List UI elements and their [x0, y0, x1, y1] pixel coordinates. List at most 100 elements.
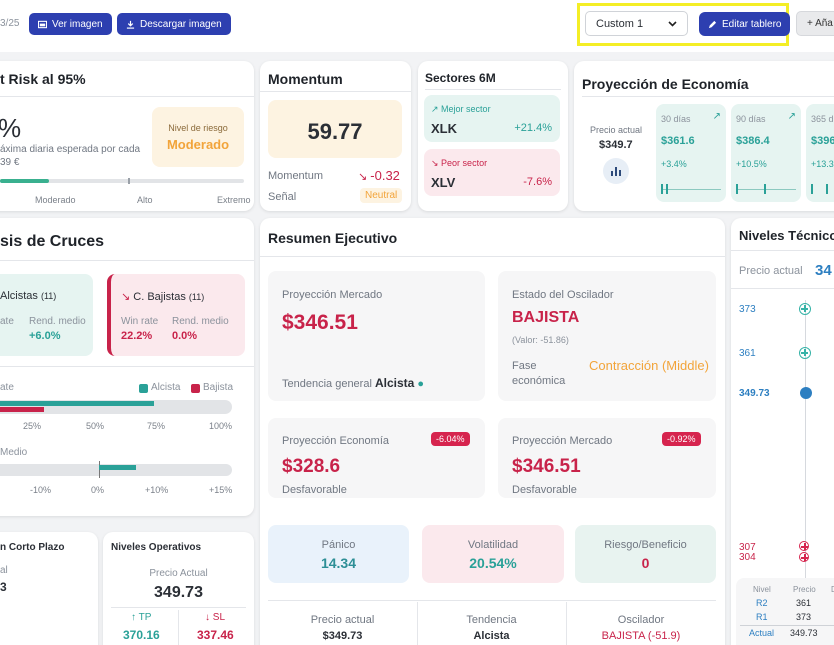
volatility-label: Volatilidad [467, 539, 519, 551]
operative-vdivider [178, 610, 179, 645]
return-tick-0: 0% [91, 485, 105, 495]
risk-scale-fill [0, 179, 49, 183]
bull-winrate-bar [0, 401, 154, 406]
operative-title: Niveles Operativos [111, 542, 202, 553]
short-term-label: al [0, 565, 8, 576]
scale-moderado: Moderado [35, 195, 76, 205]
winrate-tick-75: 75% [147, 421, 166, 431]
horizon-30: 30 días ↗ $361.6 +3.4% [656, 104, 726, 202]
risk-scale-track [0, 178, 244, 184]
footer-vdivider-1 [417, 602, 418, 645]
chart-icon[interactable] [603, 158, 629, 184]
bull-cross-title-text: Alcistas [0, 290, 38, 302]
table-divider [740, 625, 834, 626]
technical-title: Niveles Técnico [739, 228, 834, 243]
worst-sector-change: -7.6% [523, 176, 552, 188]
trend-down-icon: ↘ [358, 171, 371, 183]
volatility-box: Volatilidad 20.54% [422, 525, 564, 583]
horizon-90-range [736, 189, 796, 190]
signal-badge: Neutral [360, 188, 403, 203]
table-row-price: 361 [796, 598, 812, 608]
momentum-value-box: 59.77 [268, 100, 402, 158]
panic-value: 14.34 [320, 555, 357, 571]
add-widget-button[interactable]: + Aña [796, 11, 834, 36]
trend-down-icon: ↘ [121, 291, 134, 303]
market-projection-label-2: Proyección Mercado [512, 435, 613, 447]
momentum-value: 59.77 [307, 119, 363, 144]
market-projection-value-2: $346.51 [512, 456, 581, 477]
bull-cross-count: (11) [40, 291, 57, 301]
view-image-button[interactable]: Ver imagen [29, 13, 112, 35]
remove-circle-icon[interactable] [799, 541, 809, 551]
technical-price-label: Precio actual [739, 265, 803, 277]
momentum-title: Momentum [268, 71, 343, 87]
var-value: % [0, 113, 22, 143]
winrate-axis-label: ate [0, 382, 14, 393]
legend-bear-label: Bajista [203, 382, 234, 393]
tp-value: 370.16 [123, 628, 160, 642]
best-sector-change: +21.4% [514, 122, 552, 134]
trend-label: Tendencia general Alcista ● [282, 376, 424, 390]
risk-level-value: Moderado [166, 137, 230, 152]
phase-value: Contracción (Middle) [589, 358, 709, 373]
var-divider [0, 96, 254, 97]
footer-trend-value: Alcista [473, 630, 510, 642]
bull-cross-title: Alcistas (11) [0, 290, 56, 302]
crosses-title: sis de Cruces [0, 233, 105, 250]
chevron-down-icon [668, 20, 677, 27]
tp-label-text: TP [138, 612, 152, 623]
crosses-card: sis de Cruces Alcistas (11) ate Rend. me… [0, 218, 254, 516]
footer-divider [268, 600, 716, 601]
horizon-365: 365 dí $396 +13.3 [806, 104, 834, 202]
table-head-price: Precio [793, 585, 816, 594]
bear-cross-title: ↘ C. Bajistas (11) [121, 290, 204, 303]
horizon-365-tick-b [826, 184, 828, 194]
winrate-tick-50: 50% [86, 421, 105, 431]
winrate-tick-100: 100% [209, 421, 233, 431]
level-axis [805, 300, 806, 580]
horizon-90-label: 90 días [736, 114, 766, 124]
layout-select-value: Custom 1 [596, 17, 644, 30]
operative-divider [111, 607, 246, 608]
table-current-value: 349.73 [790, 628, 818, 638]
remove-circle-icon[interactable] [799, 552, 809, 562]
add-circle-icon[interactable] [799, 303, 811, 315]
edit-board-button[interactable]: Editar tablero [699, 12, 791, 36]
download-image-button[interactable]: Descargar imagen [117, 13, 231, 35]
trend-down-icon: ↘ [431, 158, 442, 168]
bear-winrate-value: 22.2% [121, 330, 153, 342]
var-desc: áxima diaria esperada por cada [0, 144, 141, 155]
momentum-change-value: -0.32 [370, 168, 400, 183]
layout-select[interactable]: Custom 1 [585, 11, 688, 36]
technical-divider-2 [731, 288, 834, 289]
operative-price-label: Precio Actual [149, 568, 208, 579]
bear-cross-title-text: C. Bajistas [133, 291, 186, 303]
technical-table: Nivel Precio D R2 361 R1 373 Actual 349.… [736, 578, 834, 645]
risk-level-box: Nivel de riesgo Moderado [152, 107, 244, 167]
var-title: t Risk al 95% [0, 71, 86, 87]
add-circle-icon[interactable] [799, 347, 811, 359]
horizon-30-tick-a [661, 184, 663, 194]
return-axis-label: Medio [0, 447, 28, 458]
economy-projection-box: Proyección Economía -6.04% $328.6 Desfav… [268, 418, 485, 498]
scale-extremo: Extremo [217, 195, 251, 205]
download-icon [126, 20, 135, 29]
bear-cross-count: (11) [188, 292, 205, 302]
level-current: 349.73 [739, 388, 770, 399]
technical-levels-card: Niveles Técnico Precio actual 34 373 361… [731, 218, 834, 645]
momentum-change: ↘ -0.32 [358, 168, 400, 183]
market-projection-status: Desfavorable [512, 484, 577, 496]
legend-bull-swatch [139, 384, 148, 393]
operative-card: Niveles Operativos Precio Actual 349.73 … [103, 532, 254, 645]
image-icon [38, 20, 47, 28]
economy-current-label: Precio actual [590, 125, 643, 135]
current-level-marker [800, 387, 812, 399]
economy-projection-status: Desfavorable [282, 484, 347, 496]
risk-reward-value: 0 [641, 555, 650, 571]
market-projection-value: $346.51 [282, 311, 358, 334]
horizon-90-tick-b [764, 184, 766, 194]
worst-sector-box: ↘ Peor sector XLV -7.6% [424, 149, 560, 196]
level-361: 361 [739, 348, 756, 359]
momentum-divider [260, 91, 411, 92]
momentum-card: Momentum 59.77 Momentum ↘ -0.32 Señal Ne… [260, 61, 411, 211]
